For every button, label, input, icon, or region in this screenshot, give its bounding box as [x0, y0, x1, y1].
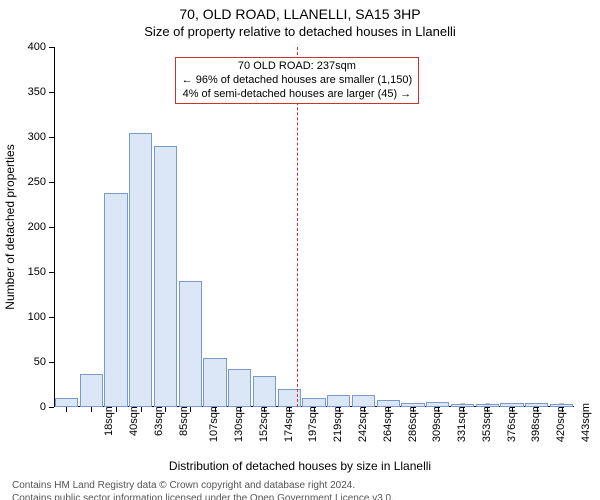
x-tick: [512, 407, 513, 412]
y-tick-label: 350: [16, 86, 46, 98]
x-tick: [314, 407, 315, 412]
y-tick-label: 150: [16, 266, 46, 278]
y-tick-label: 200: [16, 221, 46, 233]
histogram-bar: [327, 395, 350, 407]
histogram-bar: [253, 376, 276, 408]
x-tick: [339, 407, 340, 412]
y-axis-label: Number of detached properties: [3, 144, 17, 309]
x-tick-label: 63sqm: [153, 403, 165, 436]
x-tick: [215, 407, 216, 412]
x-tick: [438, 407, 439, 412]
chart-area: Number of detached properties 0501001502…: [54, 47, 574, 407]
x-tick: [141, 407, 142, 412]
footer: Contains HM Land Registry data © Crown c…: [0, 473, 600, 500]
annotation-line: ← 96% of detached houses are smaller (1,…: [182, 74, 413, 88]
histogram-bar: [55, 398, 78, 407]
footer-line-1: Contains HM Land Registry data © Crown c…: [12, 479, 600, 492]
x-tick: [165, 407, 166, 412]
histogram-bar: [228, 369, 251, 407]
x-tick: [264, 407, 265, 412]
y-tick-label: 50: [16, 356, 46, 368]
x-tick: [413, 407, 414, 412]
y-tick-label: 100: [16, 311, 46, 323]
y-tick: [49, 137, 54, 138]
chart-title-main: 70, OLD ROAD, LLANELLI, SA15 3HP: [0, 0, 600, 22]
x-tick: [388, 407, 389, 412]
histogram-bar: [352, 395, 375, 407]
histogram-bar: [80, 374, 103, 407]
x-tick: [487, 407, 488, 412]
y-tick-label: 0: [16, 401, 46, 413]
y-tick: [49, 47, 54, 48]
plot-area: 05010015020025030035040018sqm40sqm63sqm8…: [54, 47, 574, 407]
x-tick: [240, 407, 241, 412]
y-tick: [49, 317, 54, 318]
y-tick: [49, 92, 54, 93]
y-tick-label: 300: [16, 131, 46, 143]
x-axis-label: Distribution of detached houses by size …: [0, 459, 600, 473]
annotation-line: 4% of semi-detached houses are larger (4…: [182, 88, 413, 102]
x-tick: [91, 407, 92, 412]
histogram-bar: [302, 398, 325, 407]
y-tick: [49, 407, 54, 408]
histogram-bar: [104, 193, 127, 407]
annotation-box: 70 OLD ROAD: 237sqm← 96% of detached hou…: [175, 57, 420, 104]
histogram-bar: [203, 358, 226, 408]
x-tick: [289, 407, 290, 412]
histogram-bar: [154, 146, 177, 407]
x-tick: [66, 407, 67, 412]
x-tick: [364, 407, 365, 412]
x-tick: [190, 407, 191, 412]
x-tick-label: 443sqm: [580, 403, 592, 442]
y-tick: [49, 362, 54, 363]
chart-title-sub: Size of property relative to detached ho…: [0, 22, 600, 39]
y-tick: [49, 227, 54, 228]
y-tick: [49, 272, 54, 273]
x-tick-label: 18sqm: [103, 403, 115, 436]
x-tick: [463, 407, 464, 412]
histogram-bar: [377, 400, 400, 407]
x-tick: [116, 407, 117, 412]
x-tick: [537, 407, 538, 412]
annotation-line: 70 OLD ROAD: 237sqm: [182, 60, 413, 74]
x-tick: [562, 407, 563, 412]
y-axis-line: [54, 47, 55, 407]
histogram-bar: [129, 133, 152, 408]
y-tick-label: 400: [16, 41, 46, 53]
x-tick-label: 85sqm: [178, 403, 190, 436]
histogram-bar: [179, 281, 202, 407]
y-tick: [49, 182, 54, 183]
footer-line-2: Contains public sector information licen…: [12, 492, 600, 500]
y-tick-label: 250: [16, 176, 46, 188]
x-tick-label: 40sqm: [128, 403, 140, 436]
